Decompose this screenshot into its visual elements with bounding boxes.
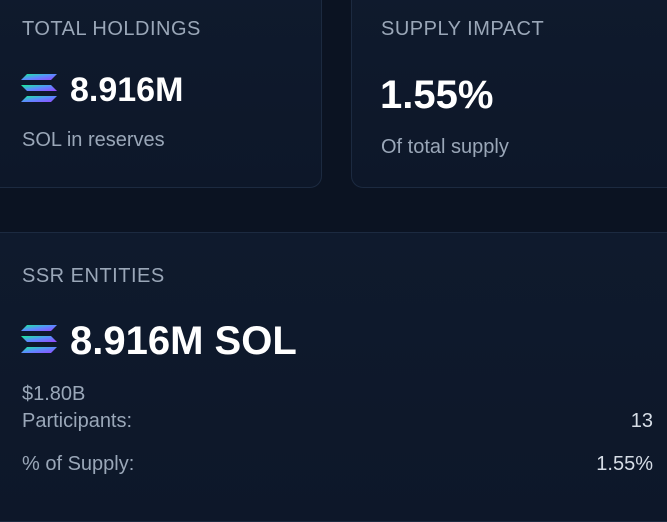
participants-value: 13 (630, 410, 653, 432)
solana-logo-icon (21, 74, 57, 102)
ssr-entities-title: SSR ENTITIES (22, 265, 165, 287)
supply-impact-subtitle: Of total supply (381, 136, 509, 158)
ssr-entities-card: SSR ENTITIES 8.916M SOL $1.80B Participa… (0, 232, 667, 522)
total-holdings-card: TOTAL HOLDINGS 8.916M SOL in reserves (0, 0, 322, 188)
total-holdings-subtitle: SOL in reserves (22, 129, 165, 151)
total-holdings-title: TOTAL HOLDINGS (22, 18, 201, 40)
supply-impact-title: SUPPLY IMPACT (381, 18, 545, 40)
supply-impact-card: SUPPLY IMPACT 1.55% Of total supply (351, 0, 667, 188)
participants-label: Participants: (22, 410, 133, 432)
ssr-entities-usd-value: $1.80B (22, 383, 86, 405)
solana-logo-icon (21, 325, 57, 353)
total-holdings-value: 8.916M (70, 71, 184, 109)
supply-percent-label: % of Supply: (22, 453, 135, 475)
supply-impact-value: 1.55% (380, 73, 494, 117)
supply-percent-value: 1.55% (596, 453, 653, 475)
ssr-entities-value: 8.916M SOL (70, 319, 297, 363)
